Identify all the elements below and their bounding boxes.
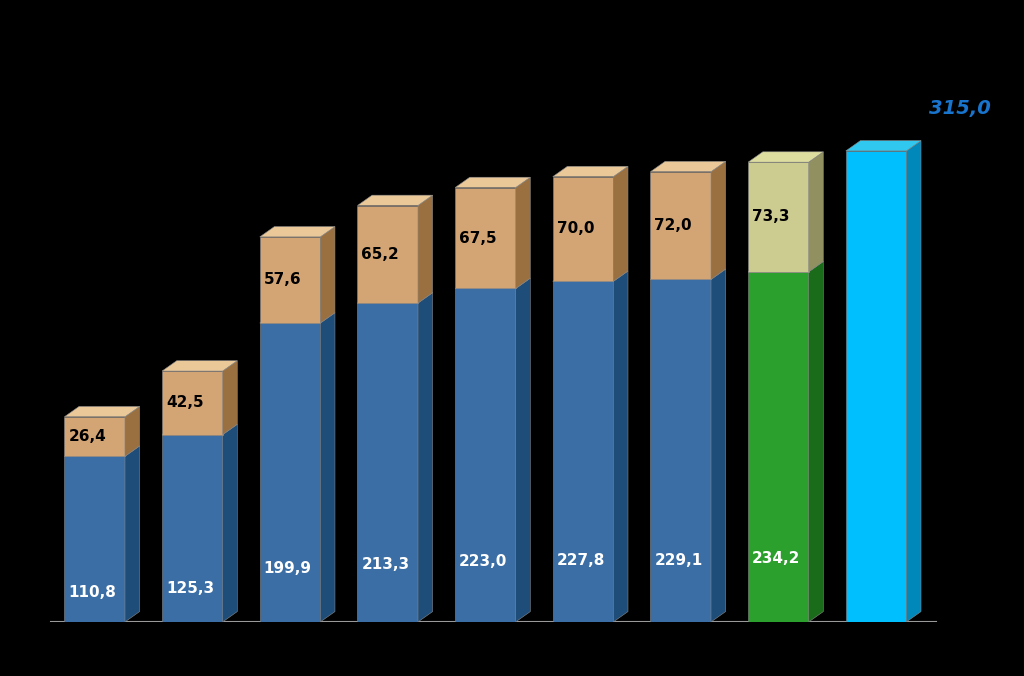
Bar (260, 323, 321, 622)
Text: 229,1: 229,1 (654, 553, 702, 568)
Polygon shape (749, 262, 823, 272)
Bar (749, 272, 809, 622)
Polygon shape (357, 195, 432, 206)
Text: 125,3: 125,3 (166, 581, 214, 596)
Polygon shape (650, 269, 726, 279)
Polygon shape (650, 162, 726, 172)
Polygon shape (809, 152, 823, 272)
Polygon shape (749, 152, 823, 162)
Polygon shape (516, 177, 530, 289)
Polygon shape (418, 195, 432, 303)
Bar (846, 151, 906, 622)
Text: 67,5: 67,5 (459, 231, 497, 245)
Bar (650, 172, 711, 279)
Polygon shape (65, 406, 139, 417)
Polygon shape (162, 425, 238, 435)
Bar (650, 279, 711, 622)
Bar (65, 417, 125, 456)
Polygon shape (553, 271, 628, 281)
Polygon shape (65, 446, 139, 456)
Polygon shape (418, 293, 432, 622)
Polygon shape (846, 141, 921, 151)
Polygon shape (906, 141, 921, 622)
Polygon shape (809, 262, 823, 622)
Text: 227,8: 227,8 (557, 553, 605, 568)
Bar (749, 162, 809, 272)
Polygon shape (260, 226, 335, 237)
Text: 42,5: 42,5 (166, 395, 204, 410)
Bar (553, 176, 613, 281)
Polygon shape (455, 177, 530, 187)
Bar (162, 371, 222, 435)
Text: 70,0: 70,0 (557, 222, 594, 237)
Polygon shape (357, 293, 432, 303)
Text: 57,6: 57,6 (263, 272, 301, 287)
Text: 65,2: 65,2 (361, 247, 399, 262)
Text: 199,9: 199,9 (263, 560, 311, 576)
Polygon shape (613, 166, 628, 281)
Bar (357, 303, 418, 622)
Polygon shape (260, 313, 335, 323)
Polygon shape (455, 278, 530, 289)
Polygon shape (321, 313, 335, 622)
Polygon shape (553, 166, 628, 176)
Polygon shape (711, 162, 726, 279)
Text: 223,0: 223,0 (459, 554, 507, 569)
Polygon shape (516, 278, 530, 622)
Bar (455, 187, 516, 289)
Bar (260, 237, 321, 323)
Polygon shape (162, 361, 238, 371)
Bar (357, 206, 418, 303)
Text: 73,3: 73,3 (752, 210, 790, 224)
Text: 315,0: 315,0 (929, 99, 990, 118)
Polygon shape (613, 271, 628, 622)
Polygon shape (125, 446, 139, 622)
Bar (455, 289, 516, 622)
Bar (65, 456, 125, 622)
Text: 234,2: 234,2 (752, 552, 801, 566)
Text: 72,0: 72,0 (654, 218, 692, 233)
Polygon shape (125, 406, 139, 456)
Text: 26,4: 26,4 (69, 429, 106, 444)
Polygon shape (222, 361, 238, 435)
Bar (162, 435, 222, 622)
Text: 213,3: 213,3 (361, 557, 410, 572)
Polygon shape (222, 425, 238, 622)
Bar (553, 281, 613, 622)
Text: 110,8: 110,8 (69, 585, 116, 600)
Polygon shape (321, 226, 335, 323)
Polygon shape (711, 269, 726, 622)
